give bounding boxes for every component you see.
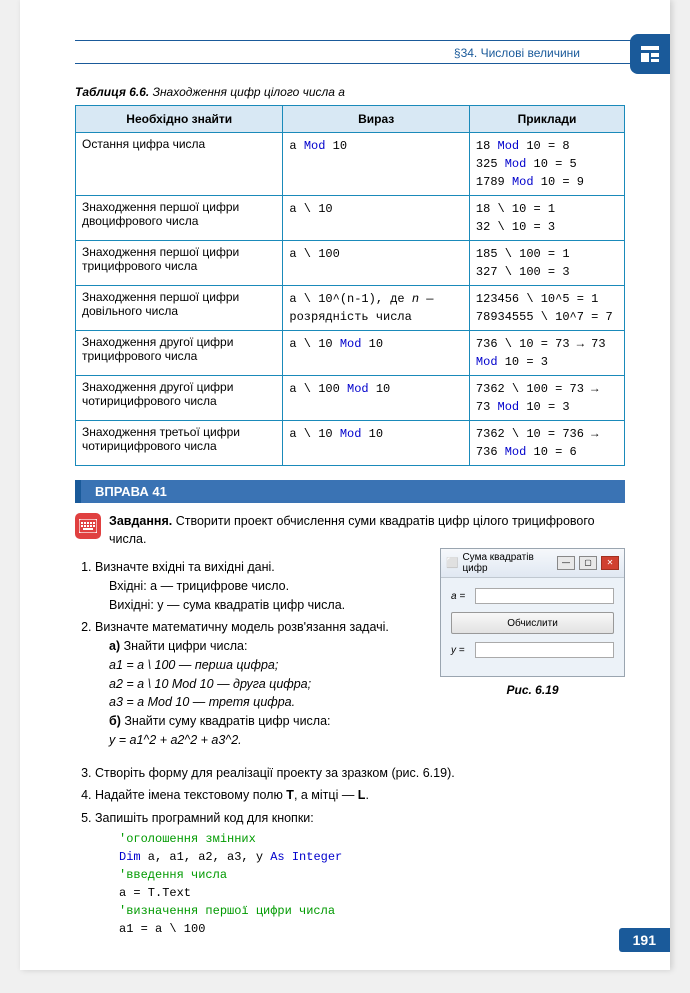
table-row: Знаходження другої цифри трицифрового чи… <box>76 331 625 376</box>
step-3: Створіть форму для реалізації проекту за… <box>95 764 625 783</box>
table-row: Знаходження першої цифри довільного числ… <box>76 286 625 331</box>
input-y[interactable] <box>475 642 614 658</box>
table-row: Знаходження другої цифри чотирицифрового… <box>76 376 625 421</box>
exercise-label: ВПРАВА 41 <box>95 484 167 499</box>
code-block: 'оголошення змінних Dim a, a1, a2, a3, y… <box>119 830 625 938</box>
step-1: Визначте вхідні та вихідні дані. Вхідні:… <box>95 558 428 614</box>
section-header: §34. Числові величини <box>75 40 640 64</box>
table-row: Остання цифра числаa Mod 1018 Mod 10 = 8… <box>76 133 625 196</box>
table-header: Приклади <box>469 106 624 133</box>
figure-caption: Рис. 6.19 <box>440 683 625 697</box>
table-row: Знаходження першої цифри трицифрового чи… <box>76 241 625 286</box>
calculate-button[interactable]: Обчислити <box>451 612 614 634</box>
steps-list-cont: Створіть форму для реалізації проекту за… <box>75 764 625 938</box>
keyboard-icon <box>75 513 101 539</box>
page-number: 191 <box>619 928 670 952</box>
input-a[interactable] <box>475 588 614 604</box>
table-header: Необхідно знайти <box>76 106 283 133</box>
table-row: Знаходження третьої цифри чотирицифровог… <box>76 421 625 466</box>
caption-bold: Таблиця 6.6. <box>75 85 149 99</box>
table-row: Знаходження першої цифри двоцифрового чи… <box>76 196 625 241</box>
maximize-button[interactable]: ▢ <box>579 556 597 570</box>
task-body: Створити проект обчислення суми квадраті… <box>109 514 595 546</box>
steps-list: Визначте вхідні та вихідні дані. Вхідні:… <box>75 558 428 750</box>
app-icon: ⬜ <box>446 558 458 569</box>
close-button[interactable]: ✕ <box>601 556 619 570</box>
section-title: §34. Числові величини <box>454 46 580 60</box>
label-y: y = <box>451 645 469 656</box>
table-caption: Таблиця 6.6. Знаходження цифр цілого чис… <box>75 85 625 99</box>
step-2: Визначте математичну модель розв'язання … <box>95 618 428 749</box>
step-4: Надайте імена текстовому полю T, а мітці… <box>95 786 625 805</box>
task-bold: Завдання. <box>109 514 172 528</box>
task-text: Завдання. Створити проект обчислення сум… <box>109 513 625 548</box>
window-title: Сума квадратів цифр <box>462 552 553 574</box>
step-5: Запишіть програмний код для кнопки: 'ого… <box>95 809 625 938</box>
minimize-button[interactable]: — <box>557 556 575 570</box>
caption-rest: Знаходження цифр цілого числа a <box>149 85 345 99</box>
label-a: a = <box>451 591 469 602</box>
window-titlebar: ⬜ Сума квадратів цифр — ▢ ✕ <box>441 549 624 578</box>
table-header: Вираз <box>283 106 470 133</box>
app-window: ⬜ Сума квадратів цифр — ▢ ✕ a = Обчислит… <box>440 548 625 677</box>
digits-table: Необхідно знайтиВиразПриклади Остання ци… <box>75 105 625 466</box>
exercise-bar: ВПРАВА 41 <box>75 480 625 503</box>
